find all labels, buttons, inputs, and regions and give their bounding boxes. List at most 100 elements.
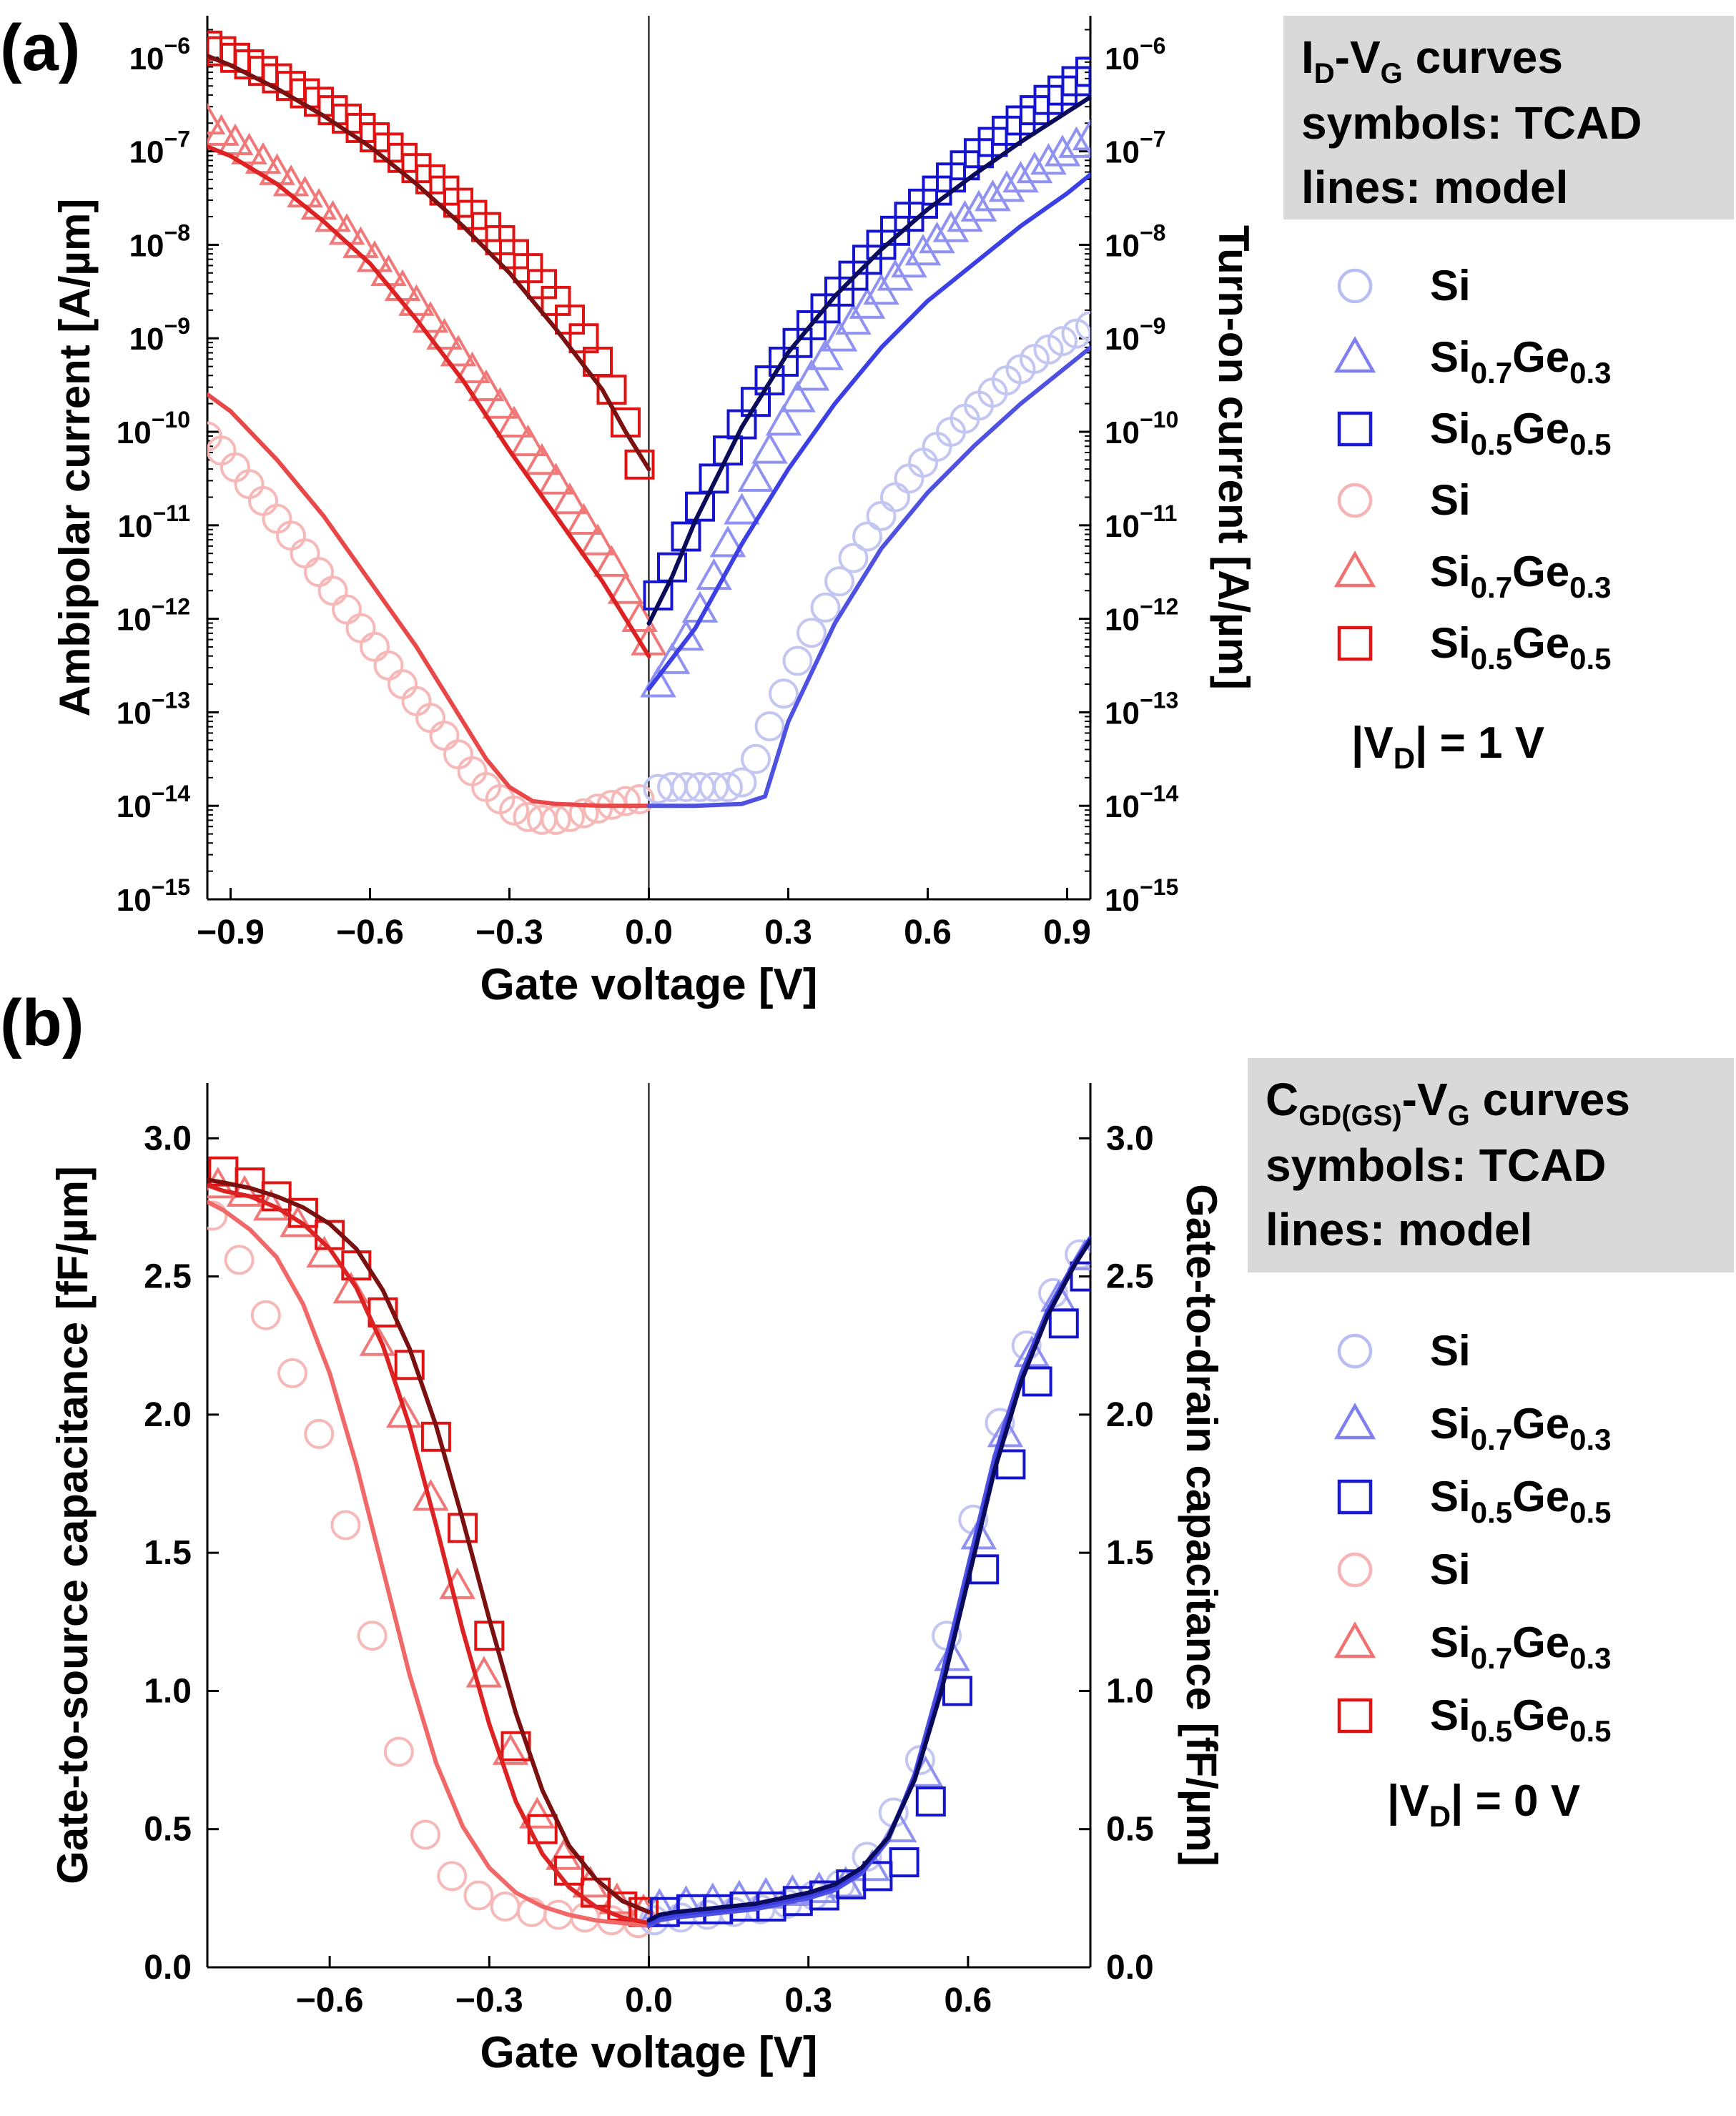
tcad-point xyxy=(245,142,282,174)
tcad-point xyxy=(345,613,376,643)
tcad-point xyxy=(304,557,334,588)
tick-exponent: −9 xyxy=(1140,313,1165,339)
tick-base: 10 xyxy=(129,135,164,170)
y-tick-label-left: 10−6 xyxy=(129,33,190,76)
legend-title-line-2: symbols: TCAD xyxy=(1301,97,1642,149)
tcad-point xyxy=(495,405,533,437)
tcad-point xyxy=(889,1847,919,1878)
tcad-point xyxy=(779,380,816,412)
y-tick-label-right: 2.0 xyxy=(1106,1396,1154,1434)
tick-exponent: −6 xyxy=(1140,33,1165,59)
model-line-right-Si0.7Ge0.3 xyxy=(646,1235,1090,1926)
legend-entry-subscript: 0.7 xyxy=(1471,1641,1512,1675)
tcad-point xyxy=(410,1819,441,1850)
y-tick-label-left: 10−12 xyxy=(117,594,190,638)
tcad-point xyxy=(538,463,574,495)
tcad-point xyxy=(262,503,292,534)
tcad-point xyxy=(724,493,760,525)
tcad-point xyxy=(640,666,676,698)
tcad-point xyxy=(1030,143,1067,175)
series-right-Si0.7Ge0.3 xyxy=(640,119,1090,698)
x-tick-label: 0.3 xyxy=(764,914,812,951)
legend-marker-triangle xyxy=(1333,1403,1376,1440)
legend-entry-element: Ge xyxy=(1512,1473,1569,1521)
tick-exponent: −14 xyxy=(152,781,190,806)
tick-base: 10 xyxy=(1105,322,1140,357)
tick-exponent: −13 xyxy=(1140,687,1178,713)
y-axis-title-left: Ambipolar current [A/µm] xyxy=(51,199,99,717)
legend-entry-subscript: 0.5 xyxy=(1471,642,1512,676)
tcad-point xyxy=(1044,134,1081,167)
tcad-point xyxy=(523,443,561,475)
tcad-point xyxy=(250,1300,281,1330)
tcad-point xyxy=(224,1245,255,1275)
model-line-left-Si xyxy=(207,1200,651,1928)
tick-exponent: −9 xyxy=(164,313,190,339)
tick-base: 10 xyxy=(117,789,152,824)
tcad-point xyxy=(332,594,362,625)
tcad-point xyxy=(412,301,449,333)
x-tick-label: −0.3 xyxy=(475,914,543,951)
tcad-point xyxy=(960,189,997,222)
tick-exponent: −11 xyxy=(152,500,190,526)
y-axis-title-right: Gate-to-drain capacitance [fF/µm] xyxy=(1178,1184,1225,1867)
y-tick-label-right: 3.0 xyxy=(1106,1119,1154,1157)
x-tick-label: 0.6 xyxy=(945,1982,992,2019)
tcad-point xyxy=(317,575,348,606)
y-tick-label-right: 10−6 xyxy=(1105,33,1165,76)
y-tick-label-left: 0.5 xyxy=(144,1811,192,1849)
legend-entry-label: Si xyxy=(1430,1327,1471,1375)
plot-area xyxy=(207,1156,1090,1939)
tick-exponent: −7 xyxy=(1140,127,1165,152)
legend-entry-element: Ge xyxy=(1512,1618,1569,1666)
legend-title-main: I xyxy=(1301,31,1314,83)
tick-base: 10 xyxy=(1105,228,1140,263)
tcad-point xyxy=(553,1855,584,1886)
tcad-point xyxy=(852,1841,882,1872)
series-left-Si0.5Ge0.5 xyxy=(207,30,655,480)
x-tick-label: 0.6 xyxy=(904,914,952,951)
y-axis-title-left: Gate-to-source capacitance [fF/µm] xyxy=(49,1166,97,1884)
legend-entry-label: Si0.7Ge0.3 xyxy=(1430,548,1612,604)
tcad-point xyxy=(611,786,641,816)
tick-exponent: −11 xyxy=(1140,500,1178,526)
legend-entry-base: Si xyxy=(1430,1546,1471,1593)
tcad-point xyxy=(1013,1335,1050,1368)
tick-base: 10 xyxy=(1105,415,1140,450)
legend-marker-square xyxy=(1337,626,1373,661)
legend-entry-label: Si xyxy=(1430,1546,1471,1593)
legend-entry-subscript: 0.7 xyxy=(1471,356,1512,390)
tick-base: 10 xyxy=(118,509,153,544)
model-line-left-Si0.5Ge0.5 xyxy=(207,54,651,472)
tcad-point xyxy=(932,210,970,242)
model-line-right-Si0.5Ge0.5 xyxy=(646,1238,1090,1923)
tick-exponent: −8 xyxy=(164,219,190,245)
legend-entry-element: Ge xyxy=(1512,619,1569,667)
condition-subscript: D xyxy=(1394,741,1415,775)
tcad-point xyxy=(463,1880,494,1911)
legend-marker-square xyxy=(1337,1698,1373,1734)
tcad-point xyxy=(383,1736,414,1767)
model-line-right-Si0.5Ge0.5 xyxy=(646,94,1090,626)
axes: −0.9 −0.6 −0.3 0.0 0.3 0.6 0.9 Gate voltage [V]… xyxy=(51,16,1258,1009)
tcad-point xyxy=(231,132,267,165)
tcad-point xyxy=(490,1891,521,1922)
tick-exponent: −12 xyxy=(152,594,190,620)
legend-entry-subscript: 0.5 xyxy=(1471,427,1512,461)
tcad-point xyxy=(1075,311,1090,342)
tick-exponent: −15 xyxy=(1140,874,1178,900)
tcad-point xyxy=(821,320,858,352)
tcad-point xyxy=(579,523,616,555)
panel-b: −0.6 −0.3 0.0 0.3 0.6 Gate voltage [V] 0.0 0.0 0… xyxy=(0,987,1734,2077)
legend-title-line-2: symbols: TCAD xyxy=(1266,1139,1607,1191)
tick-base: 10 xyxy=(1105,789,1140,824)
tick-exponent: −13 xyxy=(152,687,190,713)
legend-title-main: C xyxy=(1266,1074,1298,1125)
tcad-point xyxy=(810,592,841,623)
tcad-point xyxy=(838,543,869,573)
tcad-point xyxy=(482,387,518,419)
x-tick-label: −0.6 xyxy=(296,1982,364,2019)
tcad-point xyxy=(671,521,701,552)
tick-base: 10 xyxy=(129,228,164,263)
